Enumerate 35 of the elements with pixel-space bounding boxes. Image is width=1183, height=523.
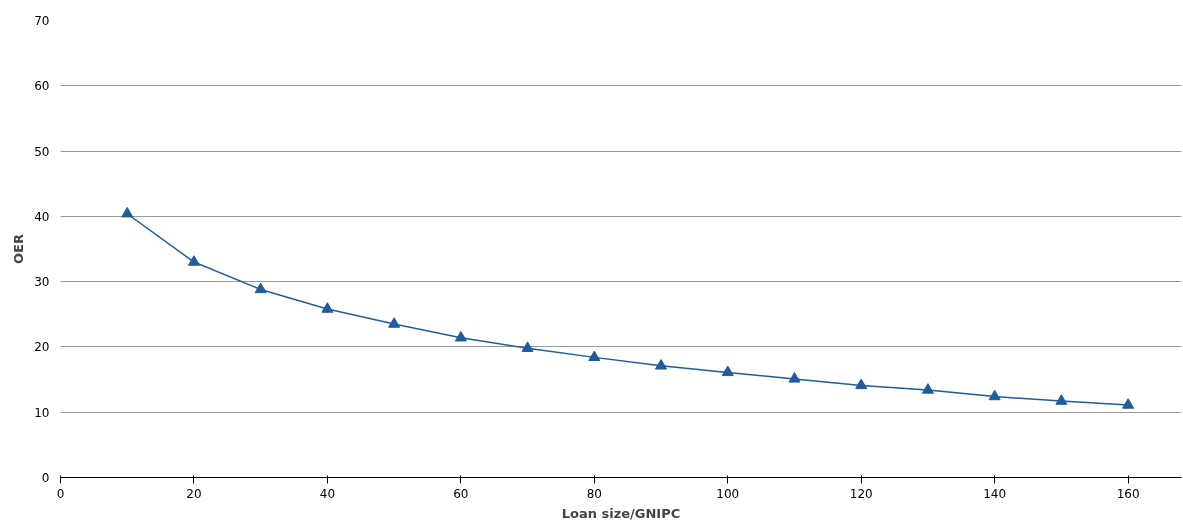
y-tick-label: 60 bbox=[34, 79, 50, 94]
point bbox=[321, 302, 334, 313]
point bbox=[988, 389, 1001, 401]
x-tick-label: 100 bbox=[716, 486, 740, 501]
y-tick-label: 10 bbox=[34, 405, 50, 420]
point bbox=[788, 372, 801, 383]
point bbox=[588, 350, 601, 362]
x-tick-label: 120 bbox=[849, 486, 873, 501]
x-tick-label: 20 bbox=[186, 486, 202, 501]
x-tick-label: 160 bbox=[1116, 486, 1140, 501]
x-tick-label: 0 bbox=[56, 486, 65, 501]
point bbox=[921, 383, 934, 394]
x-axis-title: Loan size/GNIPC bbox=[561, 505, 681, 521]
y-tick-label: 20 bbox=[34, 340, 50, 355]
point bbox=[388, 317, 401, 328]
point bbox=[254, 282, 267, 294]
x-tick-label: 140 bbox=[983, 486, 1007, 501]
point bbox=[521, 341, 534, 352]
x-tick-label: 40 bbox=[319, 486, 336, 501]
y-tick-label: 50 bbox=[34, 144, 50, 159]
point bbox=[721, 365, 734, 377]
x-tick-label: 60 bbox=[453, 486, 469, 501]
y-tick-label: 40 bbox=[34, 209, 50, 224]
point bbox=[1122, 398, 1135, 409]
y-axis-title: OER bbox=[11, 234, 27, 264]
point bbox=[187, 255, 200, 266]
point bbox=[655, 359, 668, 370]
y-tick-label: 30 bbox=[34, 275, 50, 290]
x-tick-label: 80 bbox=[586, 486, 602, 501]
y-tick-label: 70 bbox=[34, 14, 50, 28]
y-tick-label: 0 bbox=[41, 471, 50, 485]
point bbox=[454, 330, 467, 342]
point bbox=[855, 378, 868, 390]
point bbox=[1055, 394, 1068, 405]
point bbox=[121, 206, 134, 218]
